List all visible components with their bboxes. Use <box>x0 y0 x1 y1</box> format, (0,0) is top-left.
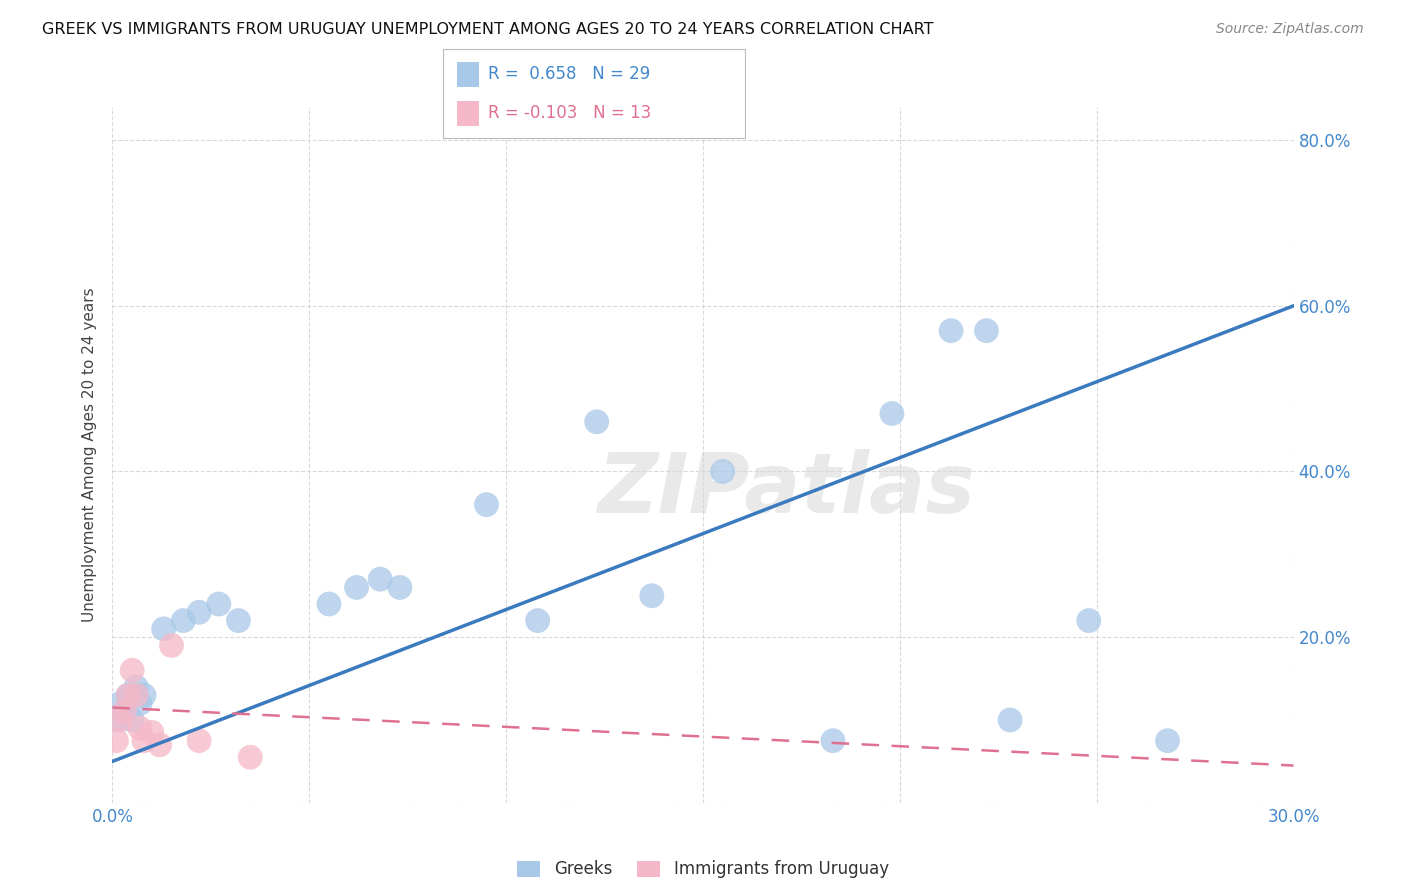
Point <box>711 465 734 479</box>
Point <box>172 614 194 628</box>
Text: R = -0.103   N = 13: R = -0.103 N = 13 <box>488 104 651 122</box>
Point <box>641 589 664 603</box>
Point <box>1156 733 1178 747</box>
Point <box>152 622 174 636</box>
Point <box>112 705 135 719</box>
Text: R =  0.658   N = 29: R = 0.658 N = 29 <box>488 65 650 83</box>
Point <box>346 581 368 595</box>
Point <box>149 738 172 752</box>
Point <box>939 324 962 338</box>
Point <box>998 713 1021 727</box>
Point <box>141 725 163 739</box>
Point <box>976 324 998 338</box>
Point <box>318 597 340 611</box>
Point <box>526 614 548 628</box>
Point <box>160 639 183 653</box>
Point <box>105 733 128 747</box>
Point <box>117 688 139 702</box>
Point <box>121 663 143 677</box>
Point <box>821 733 844 747</box>
Point <box>228 614 250 628</box>
Point <box>1077 614 1099 628</box>
Point <box>208 597 231 611</box>
Point <box>188 605 211 619</box>
Text: ZIPatlas: ZIPatlas <box>596 450 974 530</box>
Point <box>475 498 498 512</box>
Point <box>388 581 411 595</box>
Point <box>117 688 139 702</box>
Point <box>880 407 903 421</box>
Point <box>132 688 155 702</box>
Text: GREEK VS IMMIGRANTS FROM URUGUAY UNEMPLOYMENT AMONG AGES 20 TO 24 YEARS CORRELAT: GREEK VS IMMIGRANTS FROM URUGUAY UNEMPLO… <box>42 22 934 37</box>
Point <box>110 697 132 711</box>
Point <box>105 713 128 727</box>
Point <box>125 680 148 694</box>
Point <box>188 733 211 747</box>
Legend: Greeks, Immigrants from Uruguay: Greeks, Immigrants from Uruguay <box>510 854 896 885</box>
Point <box>110 713 132 727</box>
Point <box>239 750 262 764</box>
Point <box>129 697 152 711</box>
Text: Source: ZipAtlas.com: Source: ZipAtlas.com <box>1216 22 1364 37</box>
Y-axis label: Unemployment Among Ages 20 to 24 years: Unemployment Among Ages 20 to 24 years <box>82 287 97 623</box>
Point <box>368 572 391 586</box>
Point <box>125 688 148 702</box>
Point <box>129 721 152 735</box>
Point <box>121 713 143 727</box>
Point <box>132 733 155 747</box>
Point <box>112 705 135 719</box>
Point <box>585 415 607 429</box>
